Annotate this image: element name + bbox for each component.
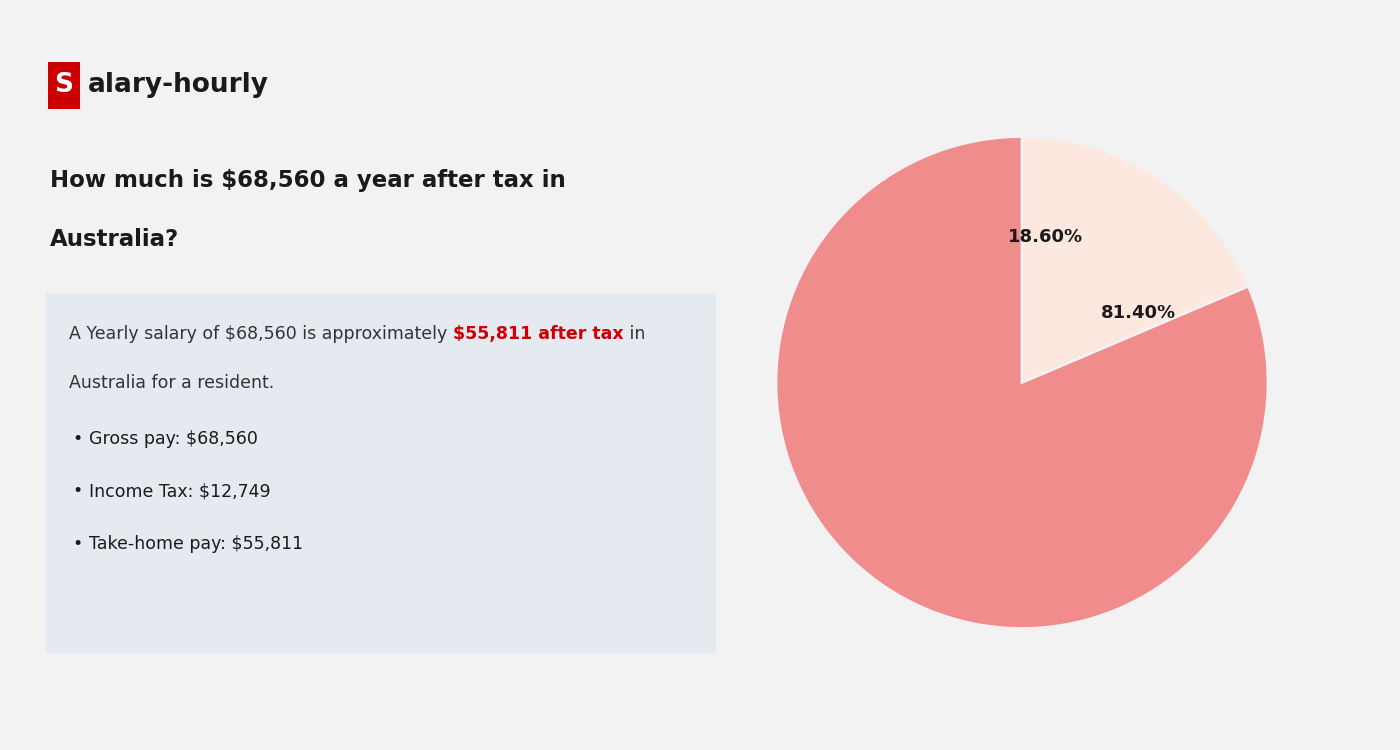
FancyBboxPatch shape [48,62,80,109]
Text: Take-home pay: $55,811: Take-home pay: $55,811 [88,535,302,553]
Text: Australia for a resident.: Australia for a resident. [70,374,274,392]
Text: S: S [55,73,73,98]
Text: in: in [623,325,645,343]
Text: •: • [71,535,83,553]
Wedge shape [776,136,1268,628]
Text: •: • [71,430,83,448]
Legend: Income Tax, Take-home Pay: Income Tax, Take-home Pay [1016,0,1352,4]
Text: Australia?: Australia? [50,229,179,251]
Text: alary-hourly: alary-hourly [88,73,269,98]
Text: 81.40%: 81.40% [1100,304,1176,322]
Wedge shape [1022,136,1249,382]
FancyBboxPatch shape [46,292,717,652]
Text: Income Tax: $12,749: Income Tax: $12,749 [88,482,270,500]
Text: •: • [71,482,83,500]
Text: $55,811 after tax: $55,811 after tax [454,325,623,343]
Text: How much is $68,560 a year after tax in: How much is $68,560 a year after tax in [50,169,566,191]
Text: A Yearly salary of $68,560 is approximately: A Yearly salary of $68,560 is approximat… [70,325,454,343]
Text: 18.60%: 18.60% [1008,228,1084,246]
Text: Gross pay: $68,560: Gross pay: $68,560 [88,430,258,448]
